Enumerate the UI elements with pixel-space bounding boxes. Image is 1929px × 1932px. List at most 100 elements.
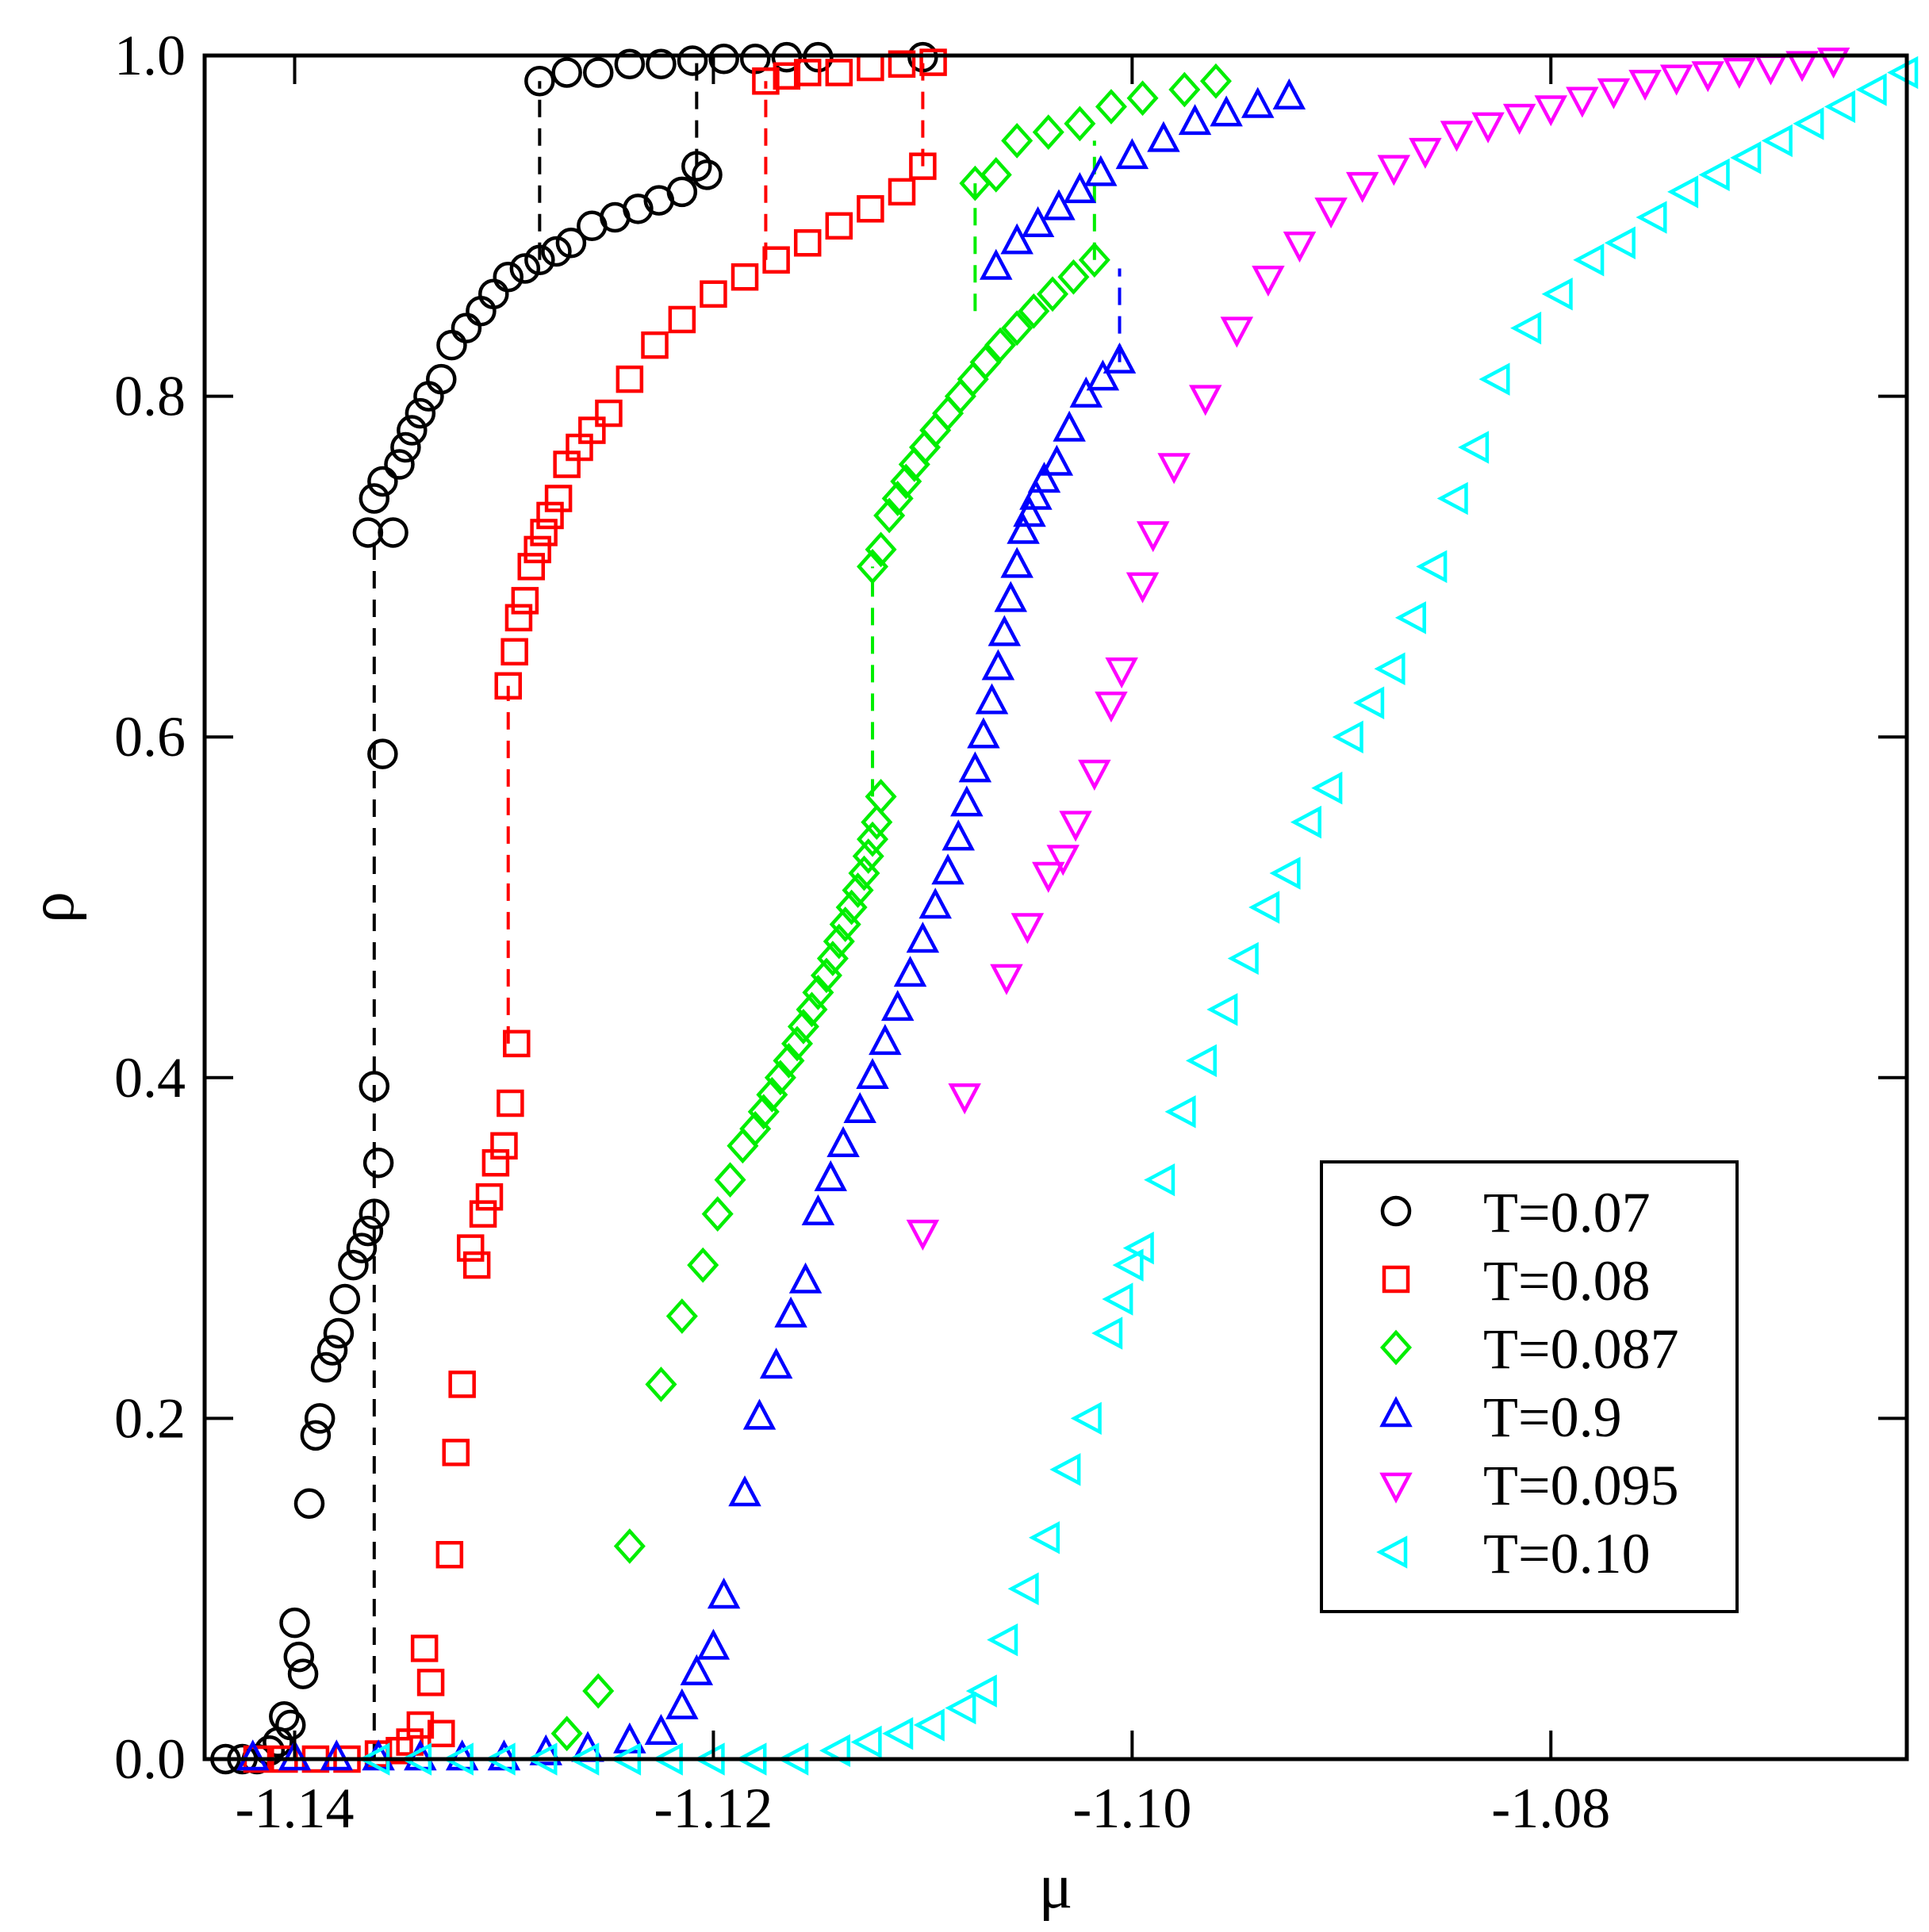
data-point [1210, 95, 1243, 127]
data-point [359, 1071, 390, 1102]
data-point [865, 531, 897, 568]
data-point [1057, 259, 1090, 295]
data-point [1816, 48, 1850, 79]
data-point [304, 1403, 336, 1434]
data-point [426, 363, 457, 395]
data-point [865, 779, 897, 815]
data-point [1314, 197, 1348, 229]
data-point [283, 1641, 315, 1673]
data-point [888, 50, 916, 78]
data-point [1377, 155, 1411, 186]
data-point [509, 253, 541, 284]
data-point [448, 1370, 476, 1398]
data-point [1046, 845, 1080, 876]
plot-frame [202, 53, 1909, 1761]
data-point [524, 244, 555, 276]
y-tick-label: 0.8 [114, 365, 186, 428]
data-point [880, 990, 915, 1022]
data-point [644, 1713, 678, 1746]
data-point [582, 1673, 615, 1709]
data-point [1086, 359, 1120, 391]
legend-label: T=0.095 [1483, 1454, 1679, 1517]
data-point [359, 1198, 390, 1229]
data-point [1534, 95, 1568, 127]
data-point [1059, 811, 1092, 842]
data-point [494, 672, 522, 700]
data-point [316, 1335, 348, 1366]
legend-label: T=0.08 [1483, 1249, 1651, 1313]
legend-marker [1379, 1472, 1413, 1504]
data-point [692, 159, 723, 190]
data-point [980, 156, 1012, 193]
data-point [1185, 1044, 1217, 1078]
transition-lines [372, 60, 1122, 1759]
data-point [517, 553, 546, 581]
data-point [869, 1024, 902, 1056]
data-point [1199, 63, 1232, 99]
data-point [1103, 342, 1137, 374]
data-point [701, 1196, 734, 1232]
data-point [456, 1234, 485, 1262]
data-point [752, 67, 780, 95]
data-point [1597, 78, 1631, 109]
data-point [352, 517, 384, 548]
data-point [338, 1249, 369, 1281]
data-point [320, 1739, 354, 1771]
data-point [1069, 376, 1103, 408]
data-point [1018, 293, 1050, 329]
data-point [987, 1623, 1018, 1657]
data-point [1126, 572, 1160, 604]
data-point [857, 195, 884, 223]
data-point [826, 1125, 860, 1157]
data-point [406, 1711, 435, 1739]
data-point [462, 1251, 491, 1279]
data-point [1824, 90, 1856, 124]
data-point [1001, 310, 1034, 347]
data-point [511, 587, 539, 615]
data-point [1502, 103, 1536, 135]
data-point [1000, 546, 1034, 578]
data-point [801, 1194, 835, 1225]
data-point [279, 1607, 310, 1639]
data-point [1078, 242, 1110, 278]
series-T=0.095 [906, 48, 1850, 1251]
data-point [714, 1162, 746, 1198]
data-point [544, 485, 573, 512]
data-point [906, 1219, 940, 1251]
data-point [1269, 857, 1301, 890]
data-point [850, 1725, 882, 1759]
data-point [1042, 189, 1076, 220]
data-point [793, 229, 822, 257]
data-point [1049, 1453, 1081, 1486]
data-point [1345, 171, 1379, 203]
data-point [323, 1317, 355, 1349]
data-point [918, 887, 952, 919]
data-point [1290, 805, 1321, 839]
data-point [1070, 1401, 1102, 1436]
data-point [405, 397, 436, 429]
x-tick-label: -1.14 [236, 1777, 355, 1840]
data-point [1115, 138, 1149, 170]
data-point [1112, 1248, 1144, 1282]
data-point [1157, 453, 1191, 485]
data-point [1095, 691, 1128, 723]
data-point [1013, 496, 1046, 527]
data-point [1252, 265, 1285, 297]
data-point [759, 1347, 793, 1379]
y-tick-label: 0.0 [114, 1727, 186, 1791]
data-point [1091, 1317, 1123, 1350]
data-point [536, 501, 564, 530]
data-point [503, 1029, 531, 1058]
data-point [346, 1232, 378, 1263]
data-point [1374, 652, 1406, 686]
data-point [950, 785, 984, 817]
data-point [278, 1739, 312, 1771]
data-point [931, 853, 964, 885]
data-point [367, 466, 398, 497]
data-point [1095, 89, 1127, 125]
data-point [1037, 276, 1069, 312]
data-point [1332, 720, 1363, 753]
data-point [1063, 172, 1097, 204]
data-point [269, 1701, 300, 1732]
